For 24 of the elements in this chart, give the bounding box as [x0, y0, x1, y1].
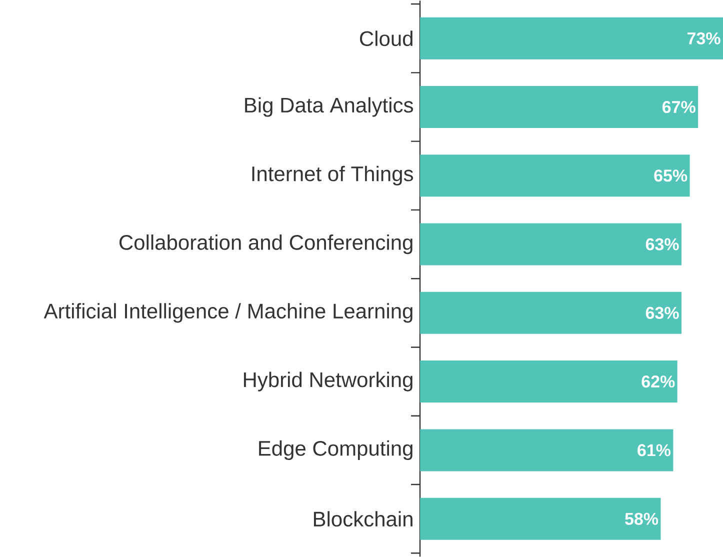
data-label: 63% — [646, 306, 679, 319]
bar — [420, 154, 690, 197]
y-tick-label: Big Data Analytics — [245, 97, 413, 117]
data-label: 67% — [662, 100, 696, 113]
data-label: 61% — [638, 444, 671, 456]
y-tick-label: Internet of Things — [252, 166, 414, 186]
bar — [420, 429, 674, 472]
data-label: 73% — [688, 32, 720, 44]
y-tick-label: Collaboration and Conferencing — [120, 234, 412, 254]
data-label: 65% — [654, 170, 688, 182]
y-tick-label: Hybrid Networking — [244, 372, 412, 392]
bar — [420, 498, 661, 540]
data-label: 63% — [646, 238, 679, 250]
y-tick-label: Edge Computing — [259, 440, 412, 460]
y-tick-label: Cloud — [360, 30, 412, 46]
bar — [420, 17, 723, 60]
data-label: 58% — [625, 512, 658, 525]
bar — [420, 292, 682, 334]
bar — [420, 360, 678, 402]
y-tick-label: Blockchain — [314, 511, 412, 526]
data-label: 62% — [642, 375, 675, 388]
bar — [420, 86, 698, 128]
bar — [420, 223, 682, 266]
y-tick-label: Artificial Intelligence / Machine Learning — [44, 303, 412, 323]
